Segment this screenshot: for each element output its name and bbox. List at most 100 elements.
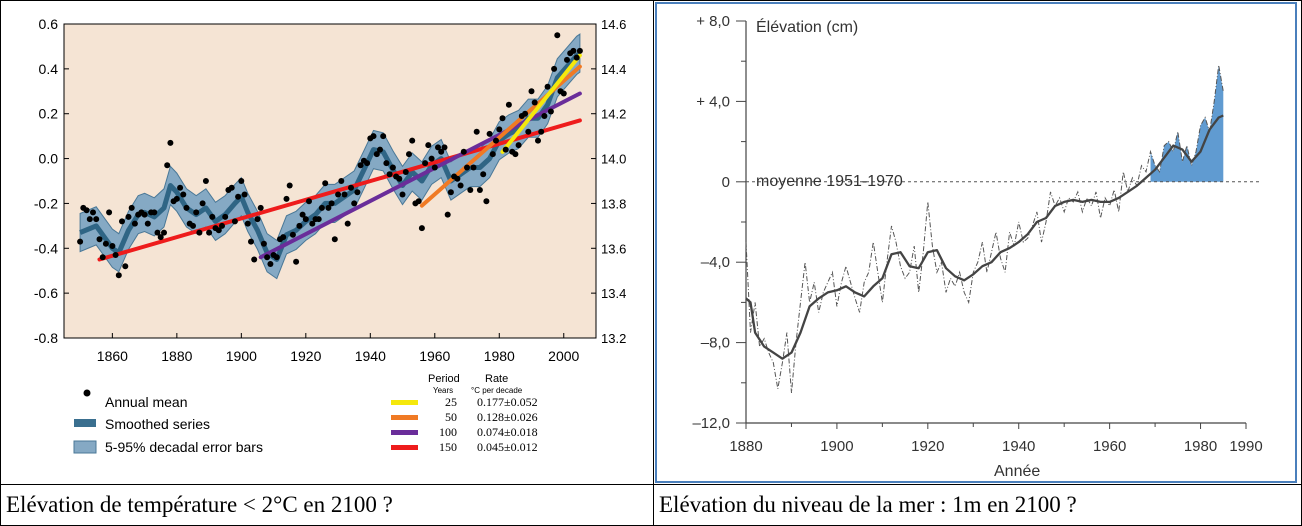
- x-tick-label: 1940: [355, 348, 386, 364]
- annual-point: [467, 187, 474, 193]
- annual-point: [251, 256, 258, 263]
- y-tick-label-left: 0.0: [39, 151, 59, 167]
- annual-point: [296, 222, 303, 229]
- annual-point: [493, 137, 499, 144]
- annual-point: [248, 238, 254, 245]
- annual-point: [415, 198, 422, 205]
- legend-error-bars: 5-95% decadal error bars: [105, 439, 263, 455]
- annual-point: [164, 162, 171, 169]
- x-tick-label: 1920: [290, 348, 321, 364]
- annual-point: [273, 254, 280, 261]
- y-tick-label-left: -0.4: [34, 240, 58, 256]
- x-tick-label: 1920: [911, 438, 944, 455]
- y-tick-label: + 8,0: [696, 13, 730, 30]
- y-tick-label: –4,0: [701, 254, 730, 271]
- annual-point: [93, 216, 100, 223]
- annual-point: [102, 240, 109, 247]
- annual-point: [260, 240, 267, 247]
- annual-point: [193, 209, 200, 216]
- x-tick-label: 1980: [1184, 438, 1217, 455]
- caption-divider: [0, 484, 1302, 485]
- annual-point: [499, 115, 506, 122]
- annual-point: [90, 209, 96, 216]
- annual-point: [328, 200, 335, 207]
- annual-point: [183, 204, 190, 211]
- y-tick-label-left: 0.4: [39, 61, 59, 77]
- annual-point: [125, 213, 132, 220]
- annual-point: [151, 209, 158, 216]
- annual-point: [180, 191, 187, 198]
- y-tick-label: –12,0: [692, 415, 730, 432]
- annual-point: [386, 171, 393, 178]
- annual-point: [464, 164, 470, 171]
- y-tick-label-right: 14.2: [601, 107, 626, 122]
- legend-annual-mean: Annual mean: [105, 394, 188, 410]
- annual-point: [177, 184, 184, 191]
- annual-point: [544, 83, 551, 90]
- annual-point: [209, 213, 216, 220]
- annual-point: [438, 148, 445, 155]
- annual-point: [364, 160, 371, 167]
- legend-trend-period-100: 100: [439, 425, 457, 439]
- annual-point: [380, 133, 387, 140]
- annual-point: [109, 243, 116, 249]
- annual-point: [206, 229, 213, 236]
- annual-point: [383, 160, 390, 167]
- annual-point: [86, 216, 93, 223]
- annual-point: [196, 229, 203, 236]
- annual-point: [341, 191, 348, 198]
- annual-point: [318, 204, 325, 211]
- annual-point: [154, 229, 161, 236]
- annual-point: [505, 101, 512, 108]
- annual-point: [238, 178, 245, 184]
- annual-point: [244, 220, 251, 227]
- annual-point: [418, 225, 425, 232]
- legend-trend-swatch-150: [391, 445, 418, 450]
- annual-point: [141, 211, 148, 218]
- annual-point: [190, 222, 196, 229]
- y-tick-label-right: 13.6: [601, 241, 626, 256]
- annual-point: [564, 56, 570, 63]
- annual-point: [228, 184, 235, 191]
- annual-point: [480, 171, 487, 178]
- annual-point: [173, 195, 180, 202]
- error-band: [79, 33, 581, 280]
- annual-point: [222, 213, 229, 220]
- annual-point: [406, 151, 412, 158]
- annual-point: [112, 252, 119, 258]
- y-tick-label-right: 13.4: [601, 286, 626, 301]
- annual-point: [531, 99, 538, 106]
- annual-point: [309, 220, 316, 227]
- annual-point: [167, 139, 174, 146]
- trend-line-150: [97, 118, 582, 262]
- y-tick-label-right: 14.4: [601, 62, 626, 77]
- annual-point: [83, 207, 90, 214]
- annual-point: [554, 32, 561, 39]
- x-tick-label: 1960: [1093, 438, 1126, 455]
- annual-point: [522, 110, 529, 117]
- annual-point: [396, 175, 403, 182]
- caption-sea-level: Elévation du niveau de la mer : 1m en 21…: [659, 492, 1077, 517]
- annual-point: [470, 164, 477, 171]
- x-tick-label: 1960: [419, 348, 450, 364]
- temperature-chart-panel: 0.6 0.4 0.2 0.0 -0.2 -0.4 -0.6 -0.8 14.6 14.4 14.2…: [1, 1, 653, 484]
- annual-point: [264, 254, 271, 261]
- x-tick-label: 1990: [1229, 438, 1262, 455]
- x-tick-label: 1880: [161, 348, 192, 364]
- sea-level-chart-panel: + 8,0 + 4,0 0 –4,0 –8,0 –12,0 1880 1900 1920 1940…: [654, 1, 1301, 484]
- legend-period-unit: Years: [433, 386, 453, 395]
- annual-point: [122, 263, 129, 270]
- annual-point: [399, 191, 406, 198]
- annual-point: [231, 218, 238, 225]
- annual-point: [219, 222, 225, 229]
- annual-point: [257, 204, 264, 211]
- legend-trend-swatch-50: [391, 415, 418, 420]
- y-tick-label: + 4,0: [696, 93, 730, 110]
- x-tick-label: 1940: [1002, 438, 1035, 455]
- annual-point: [476, 187, 483, 193]
- annual-point: [161, 229, 167, 236]
- y-tick-label-left: 0.6: [39, 16, 59, 32]
- annual-point: [435, 144, 441, 151]
- annual-point: [409, 137, 416, 144]
- annual-point: [576, 47, 583, 54]
